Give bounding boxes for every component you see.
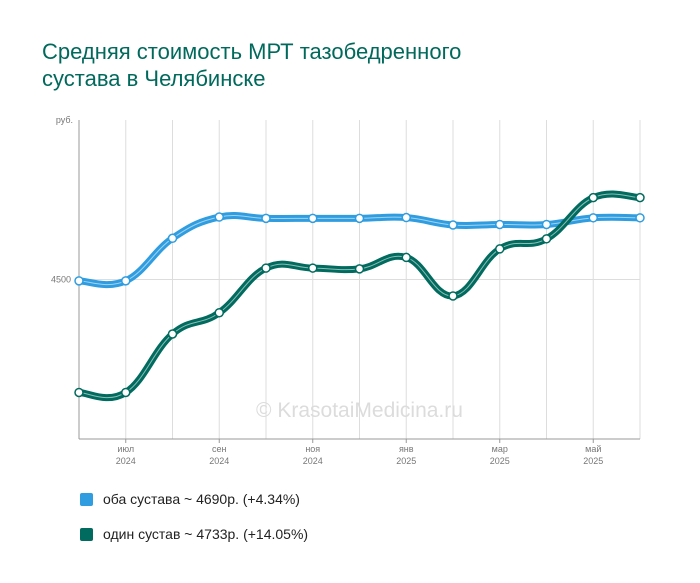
data-point-both-joints[interactable]	[401, 212, 411, 223]
chart-grid	[79, 120, 641, 439]
data-point-one-joint[interactable]	[308, 263, 318, 273]
data-point-both-joints[interactable]	[588, 213, 598, 223]
data-point-both-joints[interactable]	[635, 213, 645, 223]
x-tick-labels: июл 2024 сен 2024 ноя 2024 янв 2025 мар 2025 май 20…	[116, 439, 603, 466]
chart-series	[74, 190, 645, 402]
x-tick-label-month: сен	[212, 444, 227, 454]
data-point-one-joint[interactable]	[214, 307, 224, 318]
y-axis-unit-label: руб.	[56, 115, 73, 125]
data-point-one-joint[interactable]	[541, 234, 552, 244]
x-tick-label-year: 2024	[116, 456, 136, 466]
data-point-one-joint[interactable]	[635, 192, 645, 203]
x-tick-label-year: 2024	[209, 456, 229, 466]
data-point-one-joint[interactable]	[401, 252, 411, 263]
data-point-both-joints[interactable]	[121, 276, 131, 286]
data-point-both-joints[interactable]	[308, 213, 318, 224]
legend-item-both-joints: оба сустава ~ 4690р. (+4.34%)	[80, 491, 300, 507]
data-point-one-joint[interactable]	[495, 244, 505, 254]
data-point-both-joints[interactable]	[448, 220, 458, 230]
x-tick-label-year: 2025	[490, 456, 510, 466]
data-point-both-joints[interactable]	[261, 213, 271, 224]
data-point-one-joint[interactable]	[121, 387, 131, 398]
x-tick-label-month: мар	[492, 444, 508, 454]
chart-title-line-2: сустава в Челябинске	[42, 66, 266, 91]
chart-title: Средняя стоимость МРТ тазобедренного сус…	[42, 38, 562, 92]
y-tick-labels: 4500	[51, 275, 71, 285]
legend-item-one-joint: один сустав ~ 4733р. (+14.05%)	[80, 526, 308, 542]
x-tick-label-month: май	[585, 444, 601, 454]
data-point-both-joints[interactable]	[74, 276, 84, 286]
data-point-both-joints[interactable]	[541, 219, 552, 230]
data-point-one-joint[interactable]	[74, 387, 84, 398]
legend-swatch-one-joint	[80, 528, 93, 541]
watermark: © KrasotaiMedicina.ru	[256, 399, 463, 422]
data-point-both-joints[interactable]	[495, 219, 505, 230]
x-tick-label-month: янв	[399, 444, 414, 454]
data-point-one-joint[interactable]	[261, 263, 271, 273]
x-tick-label-month: ноя	[305, 444, 320, 454]
data-point-both-joints[interactable]	[167, 233, 178, 244]
x-tick-label-year: 2025	[583, 456, 603, 466]
chart-title-line-1: Средняя стоимость МРТ тазобедренного	[42, 39, 462, 64]
legend-label-both-joints: оба сустава ~ 4690р. (+4.34%)	[103, 491, 300, 507]
x-tick-label-year: 2024	[303, 456, 323, 466]
data-point-one-joint[interactable]	[588, 192, 598, 203]
y-tick-label: 4500	[51, 275, 71, 285]
data-point-one-joint[interactable]	[354, 264, 365, 274]
data-point-both-joints[interactable]	[354, 213, 365, 224]
legend-swatch-both-joints	[80, 493, 93, 506]
data-point-one-joint[interactable]	[448, 291, 458, 301]
data-point-one-joint[interactable]	[167, 329, 178, 339]
legend-label-one-joint: один сустав ~ 4733р. (+14.05%)	[103, 526, 309, 542]
chart-axes: руб.	[56, 115, 640, 440]
x-tick-label-year: 2025	[396, 456, 416, 466]
x-tick-label-month: июл	[117, 444, 134, 454]
data-point-both-joints[interactable]	[214, 212, 224, 222]
